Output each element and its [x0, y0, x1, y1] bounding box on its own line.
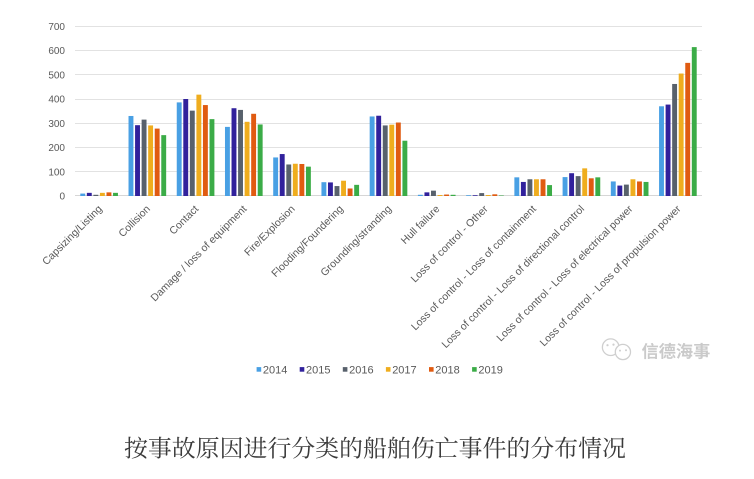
svg-text:400: 400: [48, 95, 65, 106]
svg-text:200: 200: [48, 143, 65, 154]
svg-text:600: 600: [48, 46, 65, 57]
svg-text:2014: 2014: [263, 364, 287, 376]
svg-text:2018: 2018: [435, 364, 459, 376]
svg-text:2019: 2019: [478, 364, 502, 376]
svg-text:100: 100: [48, 167, 65, 178]
svg-text:2015: 2015: [306, 364, 330, 376]
svg-text:700: 700: [48, 22, 65, 33]
svg-text:2017: 2017: [392, 364, 416, 376]
svg-text:0: 0: [59, 192, 65, 203]
svg-text:500: 500: [48, 70, 65, 81]
svg-text:2016: 2016: [349, 364, 373, 376]
svg-text:300: 300: [48, 119, 65, 130]
